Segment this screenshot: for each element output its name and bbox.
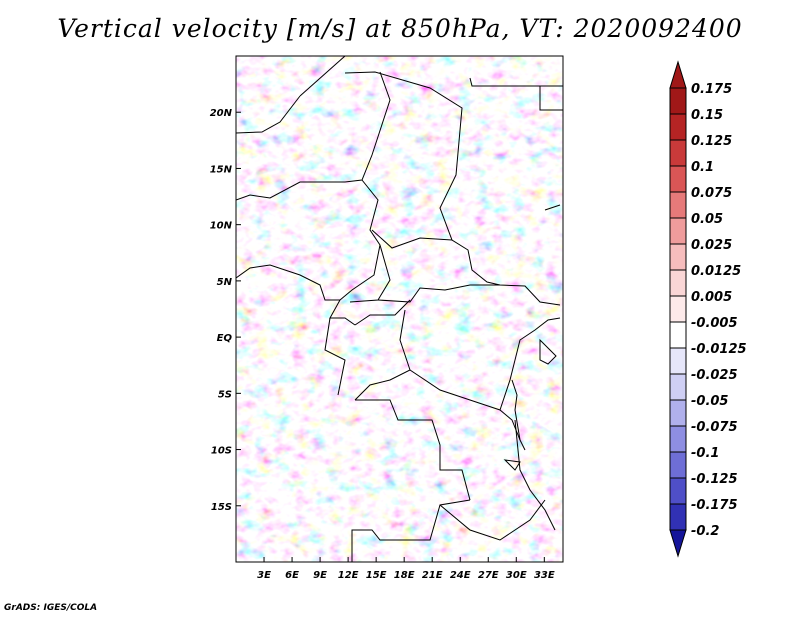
map-frame <box>235 55 564 563</box>
colorbar-segment <box>669 243 687 271</box>
colorbar-segment <box>669 165 687 193</box>
colorbar-bottom-arrow <box>669 529 687 558</box>
colorbar-segment <box>669 425 687 453</box>
lon-tick-label: 27E <box>478 570 499 581</box>
lon-tick-label: 21E <box>422 570 443 581</box>
lat-tick-label: 15S <box>211 502 232 513</box>
colorbar-label: 0.005 <box>691 290 732 305</box>
credit-label: GrADS: IGES/COLA <box>4 603 98 613</box>
colorbar-segment <box>669 373 687 401</box>
lat-tick-label: 20N <box>210 108 233 119</box>
colorbar-label: -0.005 <box>691 316 738 331</box>
page-title: Vertical velocity [m/s] at 850hPa, VT: 2… <box>57 14 743 43</box>
colorbar-segment <box>669 269 687 297</box>
lon-tick-label: 3E <box>257 570 271 581</box>
colorbar-label: -0.175 <box>691 498 738 513</box>
colorbar-label: -0.05 <box>691 394 728 409</box>
lon-tick-label: 12E <box>338 570 359 581</box>
colorbar-segment <box>669 503 687 531</box>
colorbar-segment <box>669 113 687 141</box>
colorbar-label: 0.15 <box>691 108 723 123</box>
lat-tick-label: 10N <box>210 221 233 232</box>
colorbar-label: 0.125 <box>691 134 732 149</box>
colorbar-top-arrow <box>669 60 687 89</box>
colorbar-label: 0.175 <box>691 82 732 97</box>
lon-tick-label: 6E <box>285 570 299 581</box>
colorbar-segment <box>669 399 687 427</box>
lon-tick-label: 15E <box>366 570 387 581</box>
colorbar-segment <box>669 295 687 323</box>
colorbar-segment <box>669 477 687 505</box>
lon-tick-label: 33E <box>534 570 555 581</box>
longitude-axis: 3E 6E 9E 12E 15E 18E 21E 24E 27E 30E 33E <box>257 557 555 581</box>
colorbar: 0.175 0.15 0.125 0.1 0.075 0.05 0.025 0.0125 0.0… <box>669 60 747 558</box>
colorbar-label: 0.05 <box>691 212 723 227</box>
lat-tick-label: 5N <box>217 277 233 288</box>
colorbar-segment <box>669 217 687 245</box>
colorbar-segment <box>669 347 687 375</box>
lat-tick-label: 5S <box>218 389 232 400</box>
colorbar-label: 0.1 <box>691 160 714 175</box>
lat-tick-label: EQ <box>217 333 233 344</box>
lon-tick-label: 18E <box>394 570 415 581</box>
colorbar-label: -0.0125 <box>691 342 747 357</box>
velocity-field <box>236 56 563 562</box>
colorbar-segment <box>669 87 687 115</box>
colorbar-segment <box>669 321 687 349</box>
colorbar-label: 0.075 <box>691 186 732 201</box>
country-borders <box>236 56 563 562</box>
colorbar-label: 0.025 <box>691 238 732 253</box>
lon-tick-label: 24E <box>450 570 471 581</box>
latitude-axis: 20N 15N 10N 5N EQ 5S 10S 15S <box>210 108 241 513</box>
lat-tick-label: 10S <box>211 446 232 457</box>
lon-tick-label: 30E <box>506 570 527 581</box>
colorbar-label: -0.2 <box>691 524 719 539</box>
colorbar-label: -0.025 <box>691 368 738 383</box>
colorbar-label: 0.0125 <box>691 264 741 279</box>
colorbar-segment <box>669 139 687 167</box>
colorbar-label: -0.125 <box>691 472 738 487</box>
lat-tick-label: 15N <box>210 164 233 175</box>
colorbar-label: -0.075 <box>691 420 738 435</box>
colorbar-segment <box>669 191 687 219</box>
lon-tick-label: 9E <box>313 570 327 581</box>
colorbar-label: -0.1 <box>691 446 719 461</box>
colorbar-segment <box>669 451 687 479</box>
